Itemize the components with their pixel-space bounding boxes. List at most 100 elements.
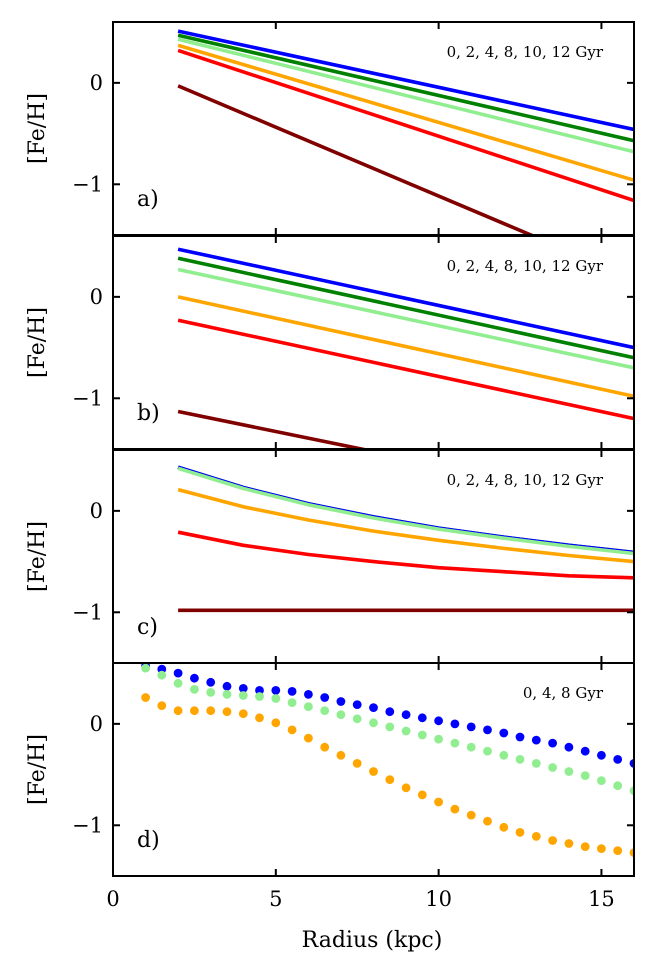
data-point-8-gyr <box>222 707 232 717</box>
data-point-8-gyr <box>466 810 476 820</box>
data-point-8-gyr <box>629 848 634 858</box>
data-point-0-gyr <box>385 707 395 717</box>
data-point-4-gyr <box>499 750 509 760</box>
data-point-0-gyr <box>580 746 590 756</box>
y-axis-title: [Fe/H] <box>25 93 50 164</box>
series-line-2-gyr <box>177 48 634 203</box>
data-point-0-gyr <box>531 735 541 745</box>
data-point-4-gyr <box>483 746 492 756</box>
series-line-0-gyr <box>177 409 371 449</box>
y-tick-label: 0 <box>90 712 103 736</box>
panels: 0 −1 [Fe/H] a) 0, 2, 4, 8, 10, 12 Gyr 0 −1 [Fe/… <box>25 21 635 911</box>
data-point-4-gyr <box>157 670 167 680</box>
data-point-8-gyr <box>548 836 557 845</box>
data-point-4-gyr <box>369 718 378 728</box>
data-point-0-gyr <box>222 681 232 691</box>
data-point-8-gyr <box>141 693 151 702</box>
data-point-4-gyr <box>304 702 313 711</box>
data-point-8-gyr <box>531 832 541 841</box>
data-point-4-gyr <box>401 726 411 736</box>
data-point-0-gyr <box>613 755 623 764</box>
data-point-0-gyr <box>450 719 460 729</box>
data-point-8-gyr <box>190 706 199 716</box>
panel-3: 0 −1 [Fe/H] c) 0, 2, 4, 8, 10, 12 Gyr <box>25 449 635 664</box>
data-point-0-gyr <box>352 700 362 709</box>
data-point-4-gyr <box>320 706 330 716</box>
series-line-12-gyr <box>177 29 634 132</box>
y-tick-label: 0 <box>90 285 103 309</box>
y-tick-label: −1 <box>72 600 103 624</box>
plot-area <box>177 247 634 449</box>
data-point-8-gyr <box>401 783 411 793</box>
data-point-4-gyr <box>190 685 199 694</box>
panel-1: 0 −1 [Fe/H] a) 0, 2, 4, 8, 10, 12 Gyr <box>25 21 635 236</box>
data-point-8-gyr <box>206 706 216 716</box>
data-point-0-gyr <box>369 703 378 712</box>
age-annotation: 0, 2, 4, 8, 10, 12 Gyr <box>447 471 604 489</box>
series-line-2-gyr <box>177 318 634 421</box>
data-point-4-gyr <box>238 691 248 700</box>
panel-label: b) <box>137 401 160 426</box>
panel-label: c) <box>137 615 158 640</box>
x-axis-title: Radius (kpc) <box>302 928 443 953</box>
plot-area <box>141 663 634 858</box>
series-line-10-gyr <box>177 33 634 143</box>
data-point-8-gyr <box>271 718 281 728</box>
data-point-0-gyr <box>483 725 492 735</box>
data-point-8-gyr <box>450 804 460 814</box>
data-point-4-gyr <box>385 722 395 732</box>
data-point-4-gyr <box>417 730 427 740</box>
x-tick-label: 0 <box>106 887 119 911</box>
data-point-4-gyr <box>271 694 281 703</box>
data-point-4-gyr <box>629 786 634 796</box>
data-point-4-gyr <box>434 734 443 744</box>
age-annotation: 0, 4, 8 Gyr <box>523 684 604 702</box>
data-point-8-gyr <box>564 839 574 848</box>
data-point-8-gyr <box>173 706 183 716</box>
x-tick-label: 5 <box>269 887 282 911</box>
data-point-0-gyr <box>238 684 248 693</box>
data-point-8-gyr <box>320 742 330 752</box>
data-point-0-gyr <box>320 693 330 702</box>
x-tick-label: 15 <box>588 887 615 911</box>
data-point-4-gyr <box>141 663 151 673</box>
data-point-0-gyr <box>434 716 443 726</box>
data-point-8-gyr <box>255 713 264 723</box>
series-line-4-gyr <box>177 295 634 399</box>
data-point-0-gyr <box>466 722 476 732</box>
data-point-4-gyr <box>466 742 476 752</box>
data-point-0-gyr <box>190 673 199 683</box>
y-axis-title: [Fe/H] <box>25 734 50 805</box>
data-point-8-gyr <box>499 822 509 832</box>
data-point-0-gyr <box>401 710 411 720</box>
data-point-8-gyr <box>515 828 525 837</box>
plot-area <box>177 29 634 235</box>
data-point-8-gyr <box>238 709 248 719</box>
y-axis-title: [Fe/H] <box>25 307 50 378</box>
series-line-10-gyr <box>177 256 634 360</box>
data-point-8-gyr <box>336 750 346 760</box>
data-point-4-gyr <box>222 690 232 699</box>
series-line-4-gyr <box>177 43 634 182</box>
y-tick-label: −1 <box>72 172 103 196</box>
series-line-8-gyr <box>177 466 634 556</box>
data-point-8-gyr <box>613 846 623 855</box>
data-point-0-gyr <box>304 690 313 699</box>
series-line-0-gyr <box>177 84 536 235</box>
data-point-8-gyr <box>483 816 492 826</box>
data-point-8-gyr <box>287 725 297 735</box>
data-point-4-gyr <box>515 755 525 764</box>
series-line-12-gyr <box>177 247 634 350</box>
data-point-0-gyr <box>206 677 216 687</box>
data-point-8-gyr <box>352 759 362 768</box>
panel-2: 0 −1 [Fe/H] b) 0, 2, 4, 8, 10, 12 Gyr <box>25 235 635 450</box>
data-point-0-gyr <box>336 697 346 706</box>
data-point-0-gyr <box>157 664 167 674</box>
data-point-4-gyr <box>450 738 460 748</box>
data-point-0-gyr <box>515 732 525 742</box>
data-point-4-gyr <box>597 776 606 786</box>
data-point-4-gyr <box>548 763 557 772</box>
data-point-4-gyr <box>255 692 264 701</box>
